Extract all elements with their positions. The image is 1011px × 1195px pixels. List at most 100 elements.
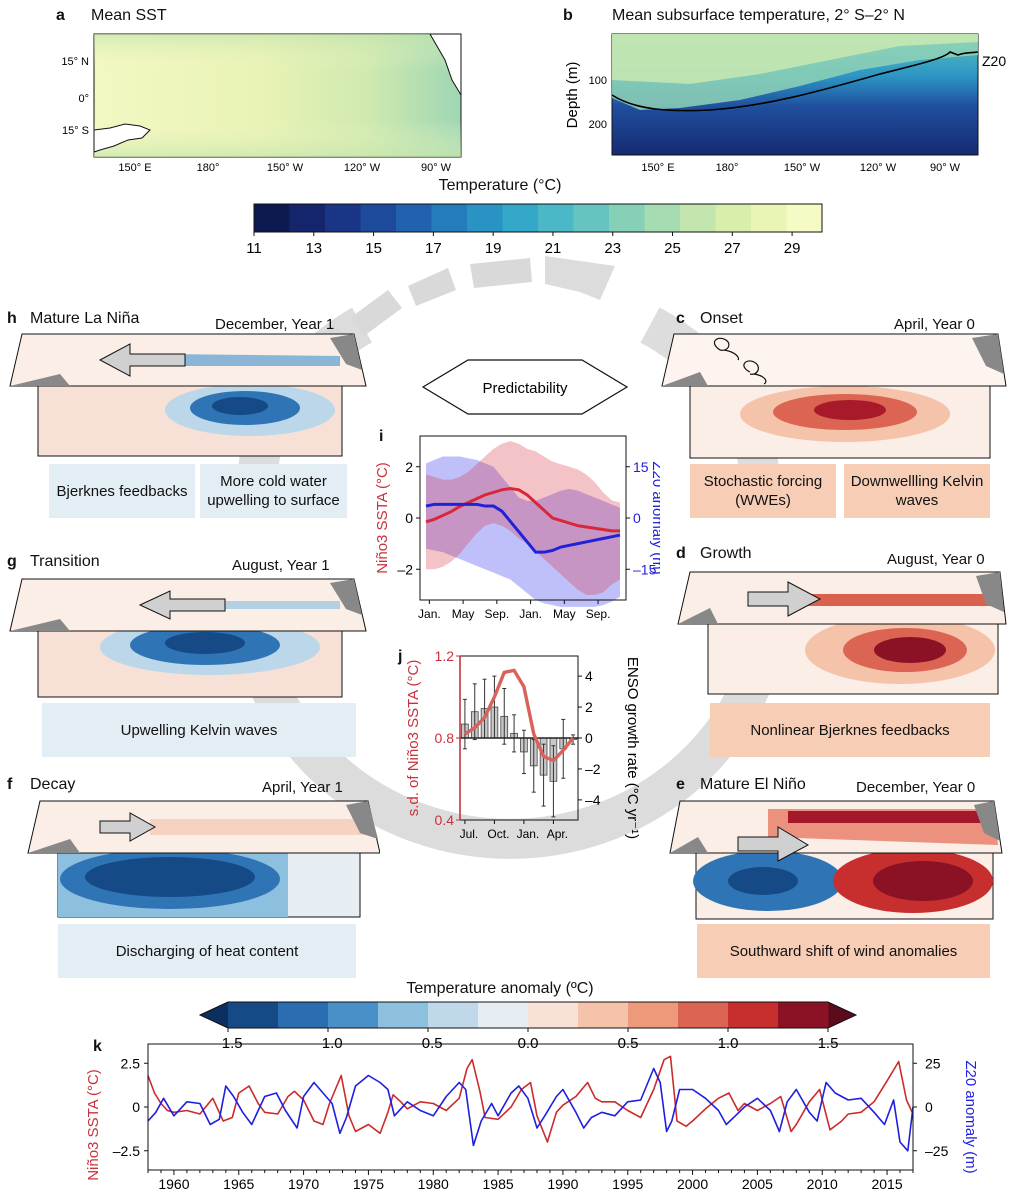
colorbar-tick-label: 1.5 — [818, 1035, 839, 1050]
panel-h-time: December, Year 1 — [215, 316, 335, 333]
panel-c-title: Onset — [700, 310, 743, 327]
x-tick-label: Apr. — [547, 827, 568, 841]
warm-zone-core — [814, 400, 886, 420]
colorbar-top: 11 13 15 17 19 21 23 25 27 29 — [246, 203, 823, 257]
y-tick-label: 0.8 — [435, 730, 455, 746]
z20-label: Z20 — [982, 53, 1006, 69]
panel-i-letter: i — [379, 428, 384, 445]
colorbar-tick-label: 0.5 — [618, 1035, 639, 1050]
panel-b-letter: b — [563, 7, 573, 24]
panel-f-letter: f — [7, 776, 13, 793]
x-tick-label: 2015 — [871, 1176, 902, 1192]
x-tick-label: 1975 — [353, 1176, 384, 1192]
warm-tongue — [800, 594, 1002, 606]
panel-d-letter: d — [676, 545, 686, 562]
chart-j: 1.2 0.8 0.4 4 2 0 –2 –4 Jul. Oct. Jan. Apr. s.d. of … — [405, 648, 641, 841]
colorbar-swatch — [678, 1002, 729, 1028]
lat-tick: 15° N — [61, 56, 89, 68]
westerly-wind-arrow — [737, 826, 810, 862]
y-axis-label: s.d. of Niño3 SSTA (°C) — [405, 660, 422, 817]
colorbar-swatch — [786, 204, 823, 232]
panel-k-letter: k — [93, 1038, 102, 1055]
panel-c-letter: c — [676, 310, 685, 327]
y2-tick-label: –15 — [633, 561, 657, 577]
panel-g-figure — [9, 578, 367, 698]
y2-axis-label: Z20 anomaly (m) — [962, 1060, 979, 1173]
x-tick-label: Sep. — [586, 607, 611, 621]
x-tick-label: 1980 — [418, 1176, 449, 1192]
x-tick-label: May — [553, 607, 576, 621]
y-tick-label: 0.4 — [435, 812, 455, 828]
warm-zone-core — [874, 637, 946, 663]
land — [10, 619, 70, 631]
panel-e-figure — [669, 800, 1003, 920]
colorbar-swatch — [467, 204, 503, 232]
y2-tick-label: 4 — [585, 668, 593, 684]
colorbar-swatch — [325, 204, 361, 232]
colorbar-tick-label: –1.5 — [213, 1035, 242, 1050]
y2-axis-label: ENSO growth rate (°C yr⁻¹) — [624, 657, 641, 839]
colorbar-swatch — [628, 1002, 679, 1028]
colorbar-top-title: Temperature (°C) — [438, 177, 562, 194]
panel-g-title: Transition — [30, 553, 100, 570]
series-1-line — [147, 1067, 914, 1152]
y-tick-label: 2.5 — [121, 1055, 141, 1071]
y2-tick-label: –2 — [585, 761, 601, 777]
x-tick-label: 1965 — [223, 1176, 254, 1192]
lon-tick: 120° W — [344, 162, 381, 174]
surface-plane — [661, 333, 1007, 387]
colorbar-swatch — [644, 204, 681, 232]
land — [346, 801, 378, 839]
panel-c-box-2: Downwellling Kelvin waves — [844, 464, 990, 518]
colorbar-tick-label: 21 — [545, 240, 562, 257]
panel-f-box-1: Discharging of heat content — [58, 924, 356, 978]
panel-b-ylabel: Depth (m) — [564, 62, 581, 129]
lon-tick: 120° W — [860, 162, 897, 174]
colorbar-swatch — [573, 204, 610, 232]
colorbar-swatch — [254, 204, 290, 232]
colorbar-tick-label: 1.0 — [718, 1035, 739, 1050]
surface-layer — [612, 34, 978, 84]
colorbar-tick-label: 15 — [365, 240, 382, 257]
y-axis-label: Niño3 SSTA (°C) — [85, 1069, 102, 1181]
colorbar-tick-label: 23 — [604, 240, 621, 257]
dash-3 — [408, 268, 456, 306]
y2-tick-label: 25 — [925, 1055, 941, 1071]
colorbar-tick-label: –0.5 — [413, 1035, 442, 1050]
panel-a-lon-ticks: 150° E 180° 150° W 120° W 90° W — [118, 162, 451, 174]
panel-b-title: Mean subsurface temperature, 2° S–2° N — [612, 7, 905, 24]
series-0-spread — [426, 441, 620, 595]
panel-h-figure — [9, 333, 367, 457]
x-tick-label: 1985 — [483, 1176, 514, 1192]
vortex-icon — [743, 360, 767, 385]
land — [972, 334, 1004, 374]
panel-a-lat-ticks: 15° N 0° 15° S — [61, 56, 89, 137]
y2-tick-label: 2 — [585, 699, 593, 715]
colorbar-swatch — [428, 1002, 479, 1028]
colorbar-frame — [253, 203, 823, 233]
panel-a-title: Mean SST — [91, 7, 167, 24]
colorbar-swatch — [578, 1002, 629, 1028]
y-tick-label: –2 — [397, 561, 413, 577]
colorbar-anom-title: Temperature anomaly (ºC) — [406, 980, 594, 997]
x-tick-label: Sep. — [485, 607, 510, 621]
lat-tick: 15° S — [62, 125, 89, 137]
panel-h-box-2: More cold water upwelling to surface — [200, 464, 347, 518]
colorbar-tick-label: 19 — [485, 240, 502, 257]
panel-c-figure — [661, 333, 1007, 459]
y2-axis-label: Z20 anomaly (m) — [649, 461, 660, 574]
panel-f-time: April, Year 1 — [262, 779, 343, 796]
lon-tick: 150° E — [641, 162, 674, 174]
lon-tick: 150° E — [118, 162, 151, 174]
easterly-wind-arrow — [98, 343, 186, 377]
warm-tongue-core — [788, 811, 995, 823]
vortex-icon — [713, 337, 740, 361]
westerly-wind-arrow — [99, 812, 157, 842]
lon-tick: 150° W — [267, 162, 304, 174]
warm-zone-core — [873, 861, 973, 901]
y2-tick-label: 0 — [925, 1099, 933, 1115]
panel-g-box-1: Upwelling Kelvin waves — [42, 703, 356, 757]
x-tick-label: 1970 — [288, 1176, 319, 1192]
colorbar-tick-label: 13 — [305, 240, 322, 257]
predictability-label: Predictability — [482, 380, 568, 397]
